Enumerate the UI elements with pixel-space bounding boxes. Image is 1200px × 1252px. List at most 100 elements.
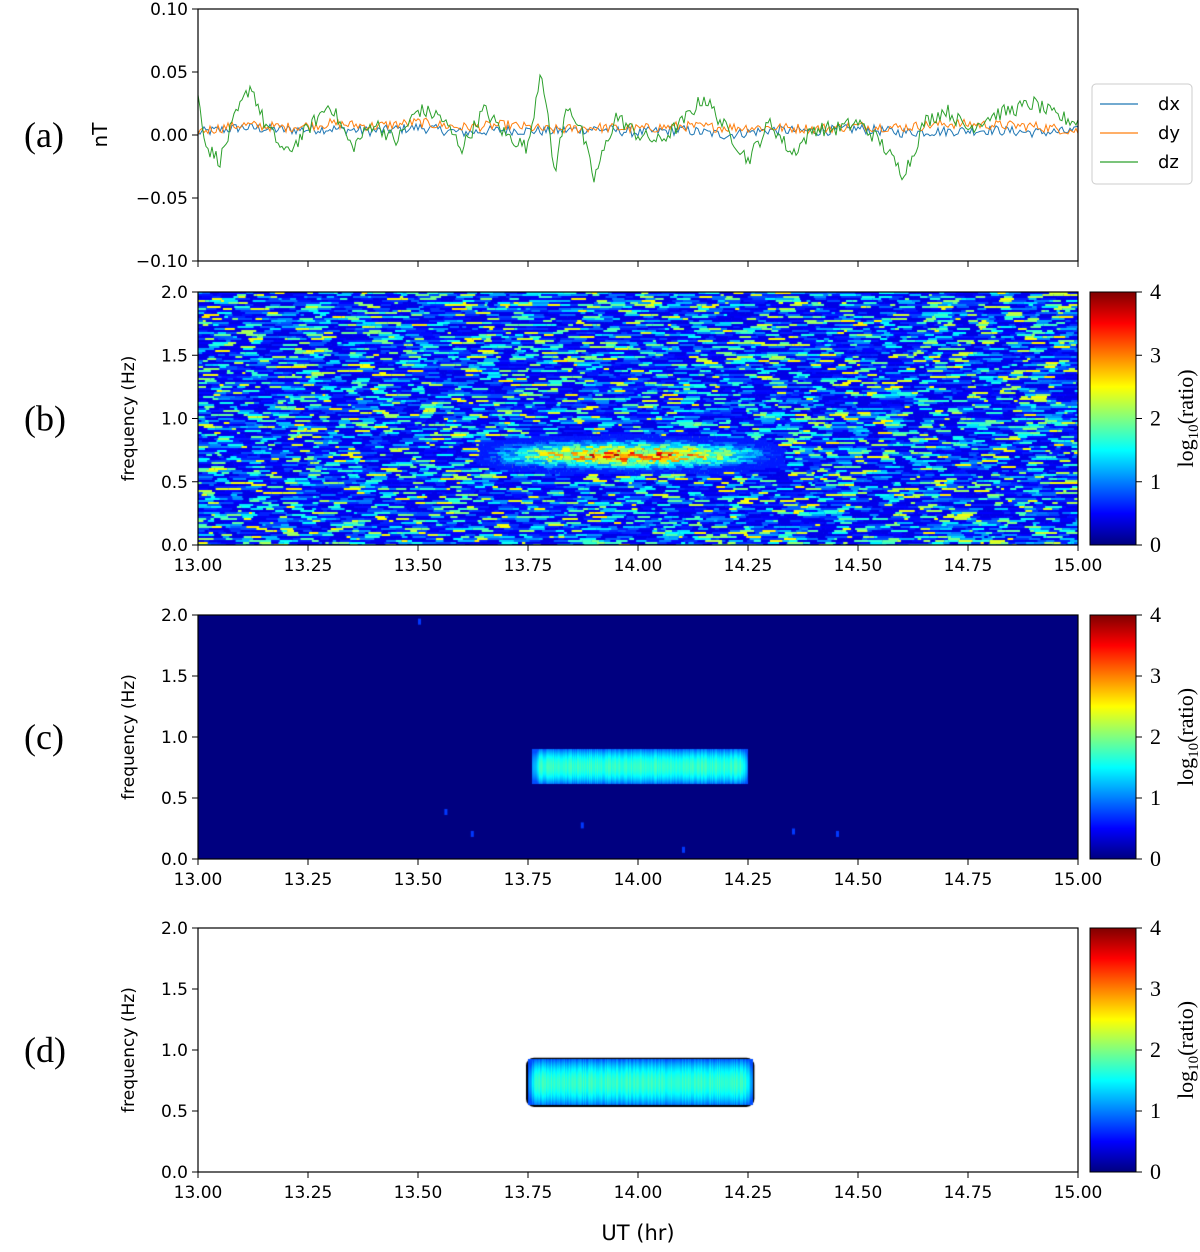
colorbar-tick-label: 0 bbox=[1150, 846, 1161, 871]
x-tick-label: 14.50 bbox=[834, 870, 883, 890]
colorbar-tick-label: 0 bbox=[1150, 1159, 1161, 1184]
x-tick-label: 13.00 bbox=[174, 556, 223, 576]
colorbar-label-base: 10 bbox=[1186, 424, 1200, 439]
x-tick-label: 14.75 bbox=[944, 556, 993, 576]
y-tick-label: 0.5 bbox=[161, 789, 188, 809]
colorbar-label-arg: (ratio) bbox=[1173, 688, 1198, 743]
colorbar-label-log: log bbox=[1173, 758, 1198, 786]
heatmap-image bbox=[198, 615, 1078, 859]
x-tick-label: 13.00 bbox=[174, 870, 223, 890]
panel-letter: (d) bbox=[24, 1030, 66, 1070]
panel-c: (c)2.01.51.00.50.013.00 13.25 13.50 13.75 14… bbox=[24, 602, 1200, 890]
y-axis-label: nT bbox=[88, 122, 112, 148]
colorbar-gradient bbox=[1089, 927, 1137, 1173]
x-tick-label: 13.50 bbox=[394, 556, 443, 576]
legend-entry-dz: dz bbox=[1158, 152, 1179, 173]
x-tick-label: 13.50 bbox=[394, 1183, 443, 1203]
colorbar-tick-label: 3 bbox=[1150, 342, 1161, 367]
y-tick-label: 0.05 bbox=[150, 63, 188, 83]
y-tick-label: 2.0 bbox=[161, 919, 188, 939]
y-tick-label: 1.0 bbox=[161, 1041, 188, 1061]
legend-box bbox=[1091, 83, 1193, 185]
x-tick-label: 14.75 bbox=[944, 870, 993, 890]
x-tick-label: 13.75 bbox=[504, 1183, 553, 1203]
x-axis-label: UT (hr) bbox=[601, 1221, 674, 1245]
x-tick-label: 14.00 bbox=[614, 870, 663, 890]
y-tick-label: 1.5 bbox=[161, 980, 188, 1000]
colorbar-gradient bbox=[1089, 614, 1137, 860]
heatmap-canvas bbox=[198, 292, 1078, 545]
x-tick-label: 14.75 bbox=[944, 1183, 993, 1203]
colorbar-tick-label: 4 bbox=[1150, 915, 1161, 940]
colorbar-tick-label: 1 bbox=[1150, 785, 1161, 810]
x-tick-label: 14.25 bbox=[724, 870, 773, 890]
y-axis-label: frequency (Hz) bbox=[119, 674, 139, 800]
x-tick-label: 15.00 bbox=[1054, 870, 1103, 890]
panel-letter: (a) bbox=[24, 115, 64, 155]
x-tick-label: 14.25 bbox=[724, 1183, 773, 1203]
heatmap-canvas bbox=[198, 615, 1078, 859]
x-tick-label: 13.25 bbox=[284, 556, 333, 576]
colorbar-label: log10(ratio) bbox=[1173, 688, 1200, 786]
colorbar-label-arg: (ratio) bbox=[1173, 1001, 1198, 1056]
x-tick-label: 13.75 bbox=[504, 870, 553, 890]
colorbar-label-base: 10 bbox=[1186, 1056, 1200, 1071]
colorbar-label-arg: (ratio) bbox=[1173, 369, 1198, 424]
legend: dx dy dz bbox=[1091, 83, 1193, 185]
y-tick-label: 2.0 bbox=[161, 606, 188, 626]
x-tick-label: 14.25 bbox=[724, 556, 773, 576]
colorbar-tick-label: 2 bbox=[1150, 406, 1161, 431]
colorbar-tick-label: 4 bbox=[1150, 279, 1161, 304]
x-tick-label: 13.50 bbox=[394, 870, 443, 890]
x-tick-label: 15.00 bbox=[1054, 1183, 1103, 1203]
x-tick-label: 14.50 bbox=[834, 556, 883, 576]
colorbar-label-log: log bbox=[1173, 1071, 1198, 1099]
colorbar-label: log10(ratio) bbox=[1173, 369, 1200, 467]
y-tick-label: 0.10 bbox=[150, 0, 188, 20]
y-tick-label: 0.0 bbox=[161, 536, 188, 556]
y-tick-label: 0.0 bbox=[161, 1163, 188, 1183]
y-tick-label: −0.05 bbox=[136, 189, 188, 209]
colorbar-label-base: 10 bbox=[1186, 743, 1200, 758]
heatmap-image bbox=[198, 928, 1078, 1172]
colorbar-tick-label: 1 bbox=[1150, 1098, 1161, 1123]
series-line-dz bbox=[198, 73, 1078, 183]
x-tick-label: 15.00 bbox=[1054, 556, 1103, 576]
x-tick-label: 13.00 bbox=[174, 1183, 223, 1203]
panel-letter: (c) bbox=[24, 717, 64, 757]
y-tick-label: 0.5 bbox=[161, 473, 188, 493]
panel-letter: (b) bbox=[24, 399, 66, 439]
colorbar-tick-label: 2 bbox=[1150, 1037, 1161, 1062]
series-line-dy bbox=[198, 117, 1078, 136]
colorbar-tick-label: 3 bbox=[1150, 663, 1161, 688]
panel-a: (a) 0.10 0.05 0.00 −0.05 −0.10 nT dx dy dz bbox=[24, 0, 1193, 272]
legend-entry-dx: dx bbox=[1158, 94, 1180, 115]
x-tick-label: 13.75 bbox=[504, 556, 553, 576]
figure-content: (a)0.100.050.00−0.05−0.10nTdxdydz(b)2.01… bbox=[24, 0, 1200, 1203]
y-tick-label: 0.00 bbox=[150, 126, 188, 146]
x-tick-label: 14.00 bbox=[614, 556, 663, 576]
y-axis-label: frequency (Hz) bbox=[119, 987, 139, 1113]
y-tick-label: −0.10 bbox=[136, 252, 188, 272]
legend-entry-dy: dy bbox=[1158, 123, 1180, 144]
colorbar-tick-label: 4 bbox=[1150, 602, 1161, 627]
colorbar-tick-label: 0 bbox=[1150, 532, 1161, 557]
y-tick-label: 1.5 bbox=[161, 346, 188, 366]
colorbar-tick-label: 1 bbox=[1150, 469, 1161, 494]
y-tick-label: 1.5 bbox=[161, 667, 188, 687]
colorbar-label-log: log bbox=[1173, 439, 1198, 467]
panel-b: (b)2.01.51.00.50.013.00 13.25 13.50 13.75 14… bbox=[24, 279, 1200, 576]
y-tick-label: 2.0 bbox=[161, 283, 188, 303]
x-tick-label: 14.00 bbox=[614, 1183, 663, 1203]
colorbar-gradient bbox=[1089, 291, 1137, 546]
x-tick-label: 13.25 bbox=[284, 1183, 333, 1203]
panel-d: (d)2.01.51.00.50.013.00 13.25 13.50 13.75 14… bbox=[24, 915, 1200, 1203]
colorbar-tick-label: 3 bbox=[1150, 976, 1161, 1001]
x-tick-label: 14.50 bbox=[834, 1183, 883, 1203]
y-tick-label: 0.5 bbox=[161, 1102, 188, 1122]
y-tick-label: 1.0 bbox=[161, 728, 188, 748]
